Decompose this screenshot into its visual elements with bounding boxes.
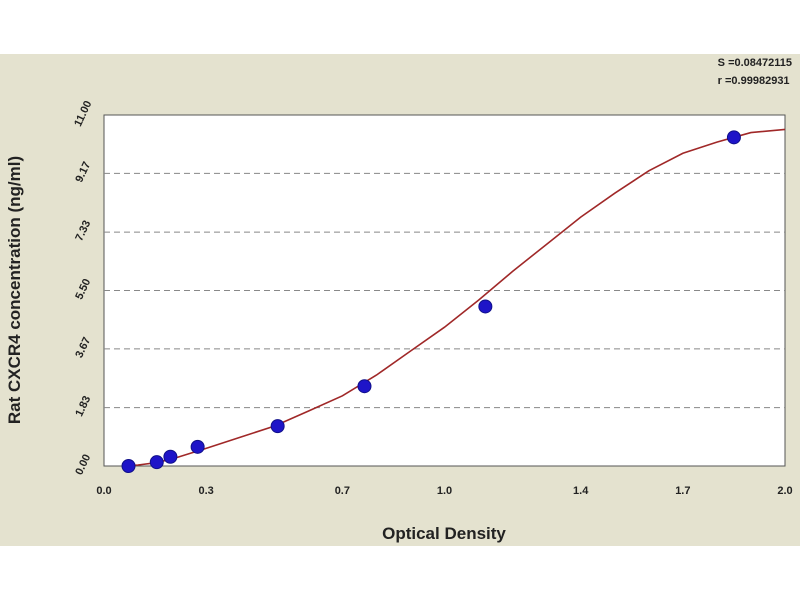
data-point: [357, 379, 372, 394]
data-point: [163, 449, 178, 464]
y-axis-label: Rat CXCR4 concentration (ng/ml): [5, 156, 24, 424]
y-tick-label: 7.33: [73, 219, 93, 243]
x-tick-label: 1.0: [437, 485, 452, 497]
data-point: [726, 130, 741, 145]
y-tick-labels: 0.00 1.83 3.67 5.50 7.33 9.17 11.00: [72, 99, 94, 477]
data-point: [190, 439, 205, 454]
x-tick-labels: 0.0 0.3 0.7 1.0 1.4 1.7 2.0: [96, 485, 792, 497]
x-tick-label: 1.7: [675, 485, 690, 497]
fit-s-value: S =0.08472115: [717, 57, 792, 69]
fit-r-value: r =0.99982931: [717, 75, 790, 87]
x-axis-label: Optical Density: [382, 524, 506, 543]
y-tick-label: 1.83: [73, 394, 93, 418]
data-point: [478, 299, 493, 314]
fit-statistics: S =0.08472115 r =0.99982931: [718, 54, 792, 90]
grid-lines: [104, 172, 785, 409]
x-tick-label: 1.4: [573, 485, 589, 497]
x-tick-label: 2.0: [777, 485, 792, 497]
y-tick-label: 11.00: [72, 99, 94, 128]
x-tick-label: 0.3: [199, 485, 214, 497]
data-points-layer: [121, 130, 741, 473]
y-tick-label: 0.00: [73, 452, 93, 476]
data-point: [121, 459, 136, 473]
data-point: [270, 419, 285, 434]
x-tick-label: 0.7: [335, 485, 350, 497]
data-point: [149, 455, 164, 470]
y-tick-label: 9.17: [73, 160, 93, 184]
y-tick-label: 3.67: [73, 335, 93, 359]
y-tick-label: 5.50: [73, 277, 93, 301]
x-tick-label: 0.0: [96, 485, 111, 497]
